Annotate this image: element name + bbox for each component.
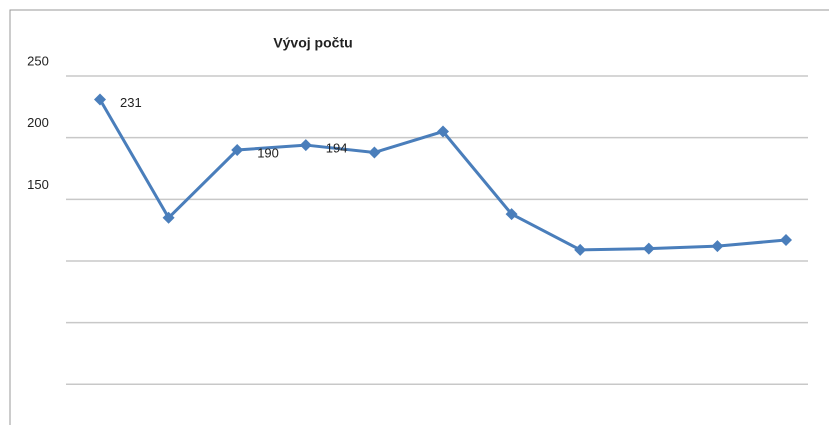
- marker: [231, 144, 244, 156]
- data-label: 194: [326, 141, 348, 156]
- marker: [368, 146, 381, 159]
- marker: [437, 125, 449, 138]
- marker: [642, 242, 655, 255]
- y-tick-label: 150: [27, 177, 49, 192]
- y-tick-label: 200: [27, 115, 49, 130]
- chart-title: Vývoj počtu: [273, 35, 352, 51]
- marker: [505, 208, 518, 221]
- data-label: 231: [120, 95, 142, 110]
- marker: [162, 211, 175, 224]
- chart-frame: [9, 9, 829, 425]
- data-label: 190: [257, 145, 279, 160]
- marker: [299, 139, 312, 152]
- marker: [780, 234, 792, 246]
- marker: [574, 243, 587, 256]
- y-tick-label: 250: [27, 53, 49, 68]
- marker: [711, 240, 724, 253]
- marker: [94, 93, 106, 106]
